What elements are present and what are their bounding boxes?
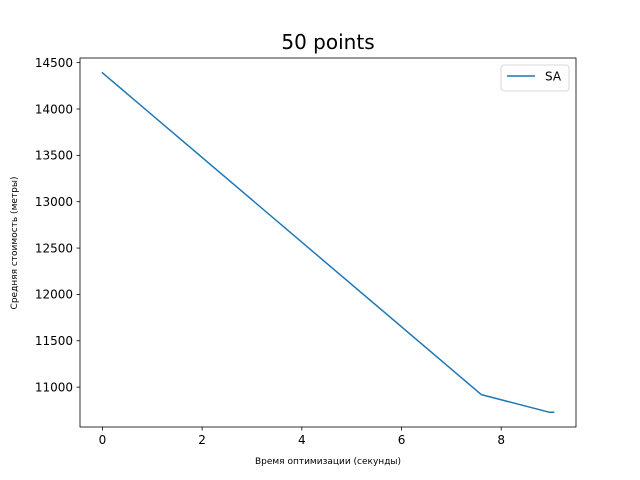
- y-tick-label: 11500: [35, 334, 73, 348]
- y-tick-label: 12000: [35, 288, 73, 302]
- x-axis-label: Время оптимизации (секунды): [255, 457, 401, 467]
- legend: SA: [500, 64, 570, 92]
- axes-frame: [79, 57, 577, 428]
- x-tick-label: 4: [298, 433, 306, 447]
- legend-label: SA: [545, 69, 562, 83]
- y-tick-label: 13500: [35, 149, 73, 163]
- y-tick-label: 11000: [35, 380, 73, 394]
- y-tick-label: 14000: [35, 102, 73, 116]
- plot-area: 0 2 4 6 8 11000 11500 12000 12500 13000 13500 14000…: [35, 56, 577, 447]
- x-tick-label: 8: [497, 433, 505, 447]
- legend-box: [500, 64, 570, 92]
- series-line-1: [101, 71, 555, 413]
- y-tick-label: 13000: [35, 195, 73, 209]
- x-tick-label: 2: [198, 433, 206, 447]
- x-tick-label: 6: [398, 433, 406, 447]
- y-tick-label: 14500: [35, 56, 73, 70]
- x-tick-label: 0: [99, 433, 107, 447]
- chart-title: 50 points: [281, 30, 374, 54]
- y-tick-label: 12500: [35, 241, 73, 255]
- y-axis-label: Средняя стоимость (метры): [10, 177, 20, 310]
